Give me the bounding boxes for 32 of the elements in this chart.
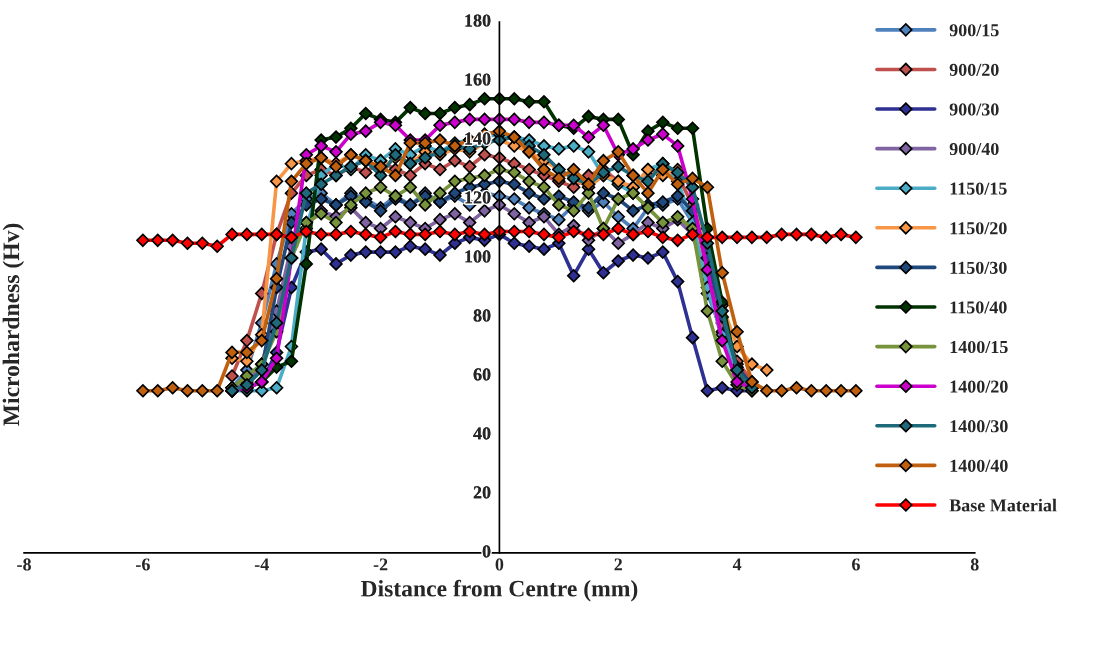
x-tick-label: -6 bbox=[136, 558, 150, 571]
x-tick-label: 0 bbox=[495, 558, 504, 571]
y-tick-label: 20 bbox=[473, 486, 491, 499]
legend-label: 1150/30 bbox=[950, 261, 1007, 274]
legend-label: 1150/40 bbox=[950, 301, 1007, 314]
x-tick-label: 2 bbox=[614, 558, 622, 571]
legend-label: 1400/15 bbox=[950, 340, 1008, 354]
y-tick-label: 140 bbox=[465, 132, 491, 145]
legend-label: 900/40 bbox=[949, 142, 999, 156]
legend-label: 900/15 bbox=[949, 24, 999, 37]
legend-label: 900/30 bbox=[949, 103, 999, 116]
y-axis-title: Microhardness (Hv) bbox=[2, 223, 25, 426]
x-tick-label: -4 bbox=[254, 558, 269, 571]
y-tick-label: 180 bbox=[465, 14, 491, 27]
x-tick-label: -2 bbox=[373, 558, 388, 571]
y-tick-label: 160 bbox=[465, 73, 491, 86]
x-tick-label: -8 bbox=[17, 558, 31, 571]
x-tick-label: 4 bbox=[732, 558, 742, 571]
legend-label: 1400/40 bbox=[950, 459, 1008, 472]
y-tick-label: 60 bbox=[473, 368, 491, 381]
x-tick-label: 8 bbox=[970, 558, 979, 571]
legend-label: 900/20 bbox=[949, 63, 999, 76]
x-tick-label: 6 bbox=[852, 558, 860, 571]
legend-label: 1400/20 bbox=[950, 380, 1008, 393]
legend-label: 1150/15 bbox=[950, 182, 1007, 195]
y-tick-label: 100 bbox=[465, 250, 491, 263]
y-tick-label: 80 bbox=[473, 309, 491, 322]
legend-label: 1400/30 bbox=[950, 420, 1008, 433]
y-tick-label: 40 bbox=[473, 427, 491, 440]
x-axis-title: Distance from Centre (mm) bbox=[360, 579, 638, 602]
legend-label: 1150/20 bbox=[950, 222, 1007, 235]
legend-label: Base Material bbox=[949, 498, 1057, 512]
